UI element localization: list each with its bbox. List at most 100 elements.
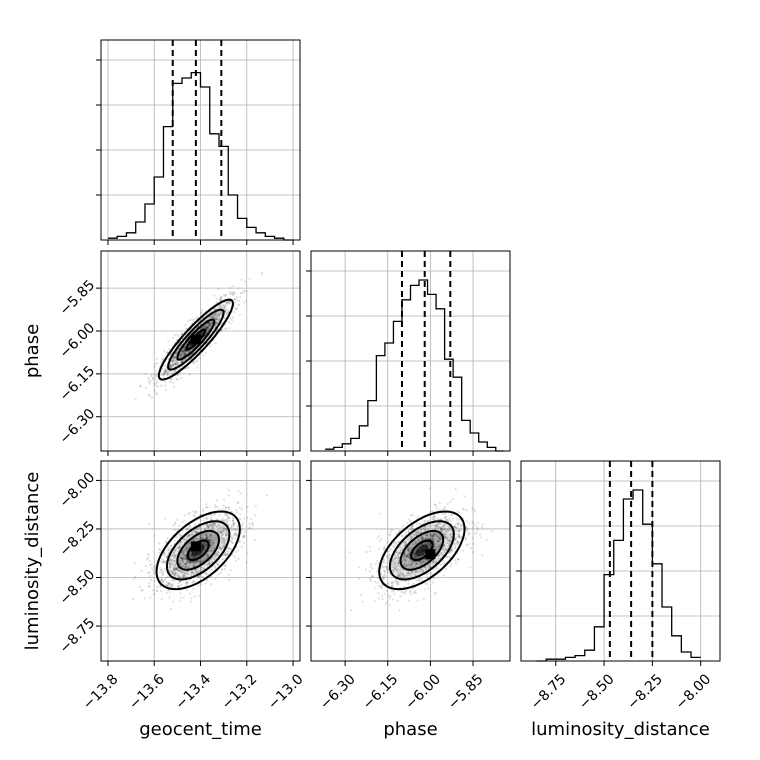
sample-point xyxy=(169,562,172,565)
sample-point xyxy=(438,509,441,512)
sample-point xyxy=(177,547,180,550)
sample-point xyxy=(216,551,219,554)
sample-point xyxy=(171,562,174,565)
sample-point xyxy=(170,365,173,368)
sample-point xyxy=(403,556,406,559)
sample-point xyxy=(403,553,406,557)
sample-point xyxy=(226,302,229,305)
sample-point xyxy=(233,534,236,537)
sample-point xyxy=(436,540,439,544)
sample-point xyxy=(399,571,402,574)
sample-point xyxy=(214,307,217,310)
sample-point xyxy=(220,306,223,309)
sample-point xyxy=(191,580,194,583)
sample-point xyxy=(228,291,231,294)
sample-point xyxy=(431,510,434,513)
sample-point xyxy=(419,531,422,534)
sample-point xyxy=(194,531,197,534)
sample-point xyxy=(216,319,219,322)
sample-point xyxy=(185,582,188,585)
sample-point xyxy=(188,564,191,567)
sample-point xyxy=(187,319,190,323)
sample-point xyxy=(176,378,179,381)
sample-point xyxy=(209,544,212,547)
sample-point xyxy=(177,546,180,549)
sample-point xyxy=(397,572,400,576)
sample-point xyxy=(376,537,379,540)
sample-point xyxy=(265,494,269,497)
sample-point xyxy=(169,363,172,366)
sample-point xyxy=(185,537,188,540)
sample-point xyxy=(180,350,183,353)
sample-point xyxy=(206,579,209,582)
sample-point xyxy=(223,294,226,297)
sample-point xyxy=(405,555,408,558)
sample-point xyxy=(408,572,411,575)
sample-point xyxy=(235,534,238,537)
sample-point xyxy=(222,524,225,528)
sample-point xyxy=(174,370,177,373)
sample-point xyxy=(205,505,208,509)
sample-point xyxy=(204,325,207,328)
sample-point xyxy=(454,547,457,550)
sample-point xyxy=(207,328,210,331)
sample-point xyxy=(404,560,407,563)
sample-point xyxy=(169,563,172,567)
sample-point xyxy=(411,527,414,530)
sample-point xyxy=(181,560,184,563)
sample-point xyxy=(450,549,453,552)
sample-point xyxy=(212,523,216,526)
sample-point xyxy=(190,554,193,557)
sample-point xyxy=(143,597,146,600)
sample-point xyxy=(206,326,209,329)
sample-point xyxy=(178,545,181,549)
sample-point xyxy=(393,557,397,561)
sample-point xyxy=(204,543,207,547)
sample-point xyxy=(213,534,216,537)
sample-point xyxy=(226,312,229,315)
sample-point xyxy=(429,543,432,546)
sample-point xyxy=(428,534,431,537)
sample-point xyxy=(205,533,208,536)
sample-point xyxy=(225,533,228,536)
sample-point xyxy=(248,277,251,280)
sample-point xyxy=(416,515,420,519)
sample-point xyxy=(387,550,390,553)
sample-point xyxy=(453,526,456,529)
sample-point xyxy=(148,582,151,585)
sample-point xyxy=(440,528,443,531)
sample-point xyxy=(219,530,223,533)
sample-point xyxy=(195,559,198,563)
sample-point xyxy=(219,303,223,306)
sample-point xyxy=(213,503,217,507)
sample-point xyxy=(180,564,183,568)
sample-point xyxy=(180,553,183,556)
sample-point xyxy=(410,546,413,550)
sample-point xyxy=(468,522,471,525)
sample-point xyxy=(436,524,439,528)
sample-point xyxy=(208,539,211,542)
histogram-step-geocent_time xyxy=(107,71,294,241)
sample-point xyxy=(188,534,192,537)
sample-point xyxy=(206,554,209,557)
sample-point xyxy=(410,525,413,528)
sample-point xyxy=(147,585,151,588)
sample-point xyxy=(217,523,220,526)
sample-point xyxy=(462,508,466,511)
sample-point xyxy=(175,567,178,570)
sample-point xyxy=(206,327,210,331)
sample-point xyxy=(187,547,190,550)
sample-point xyxy=(206,555,209,558)
sample-point xyxy=(206,325,210,328)
sample-point xyxy=(414,530,417,533)
sample-point xyxy=(154,384,157,387)
sample-point xyxy=(448,556,451,559)
y-axis-label-phase: phase xyxy=(22,324,43,378)
sample-point xyxy=(158,548,162,552)
sample-point xyxy=(397,562,400,566)
sample-point xyxy=(419,522,422,526)
sample-point xyxy=(386,565,389,568)
sample-point xyxy=(206,326,209,329)
sample-point xyxy=(457,535,460,539)
sample-point xyxy=(425,536,428,539)
